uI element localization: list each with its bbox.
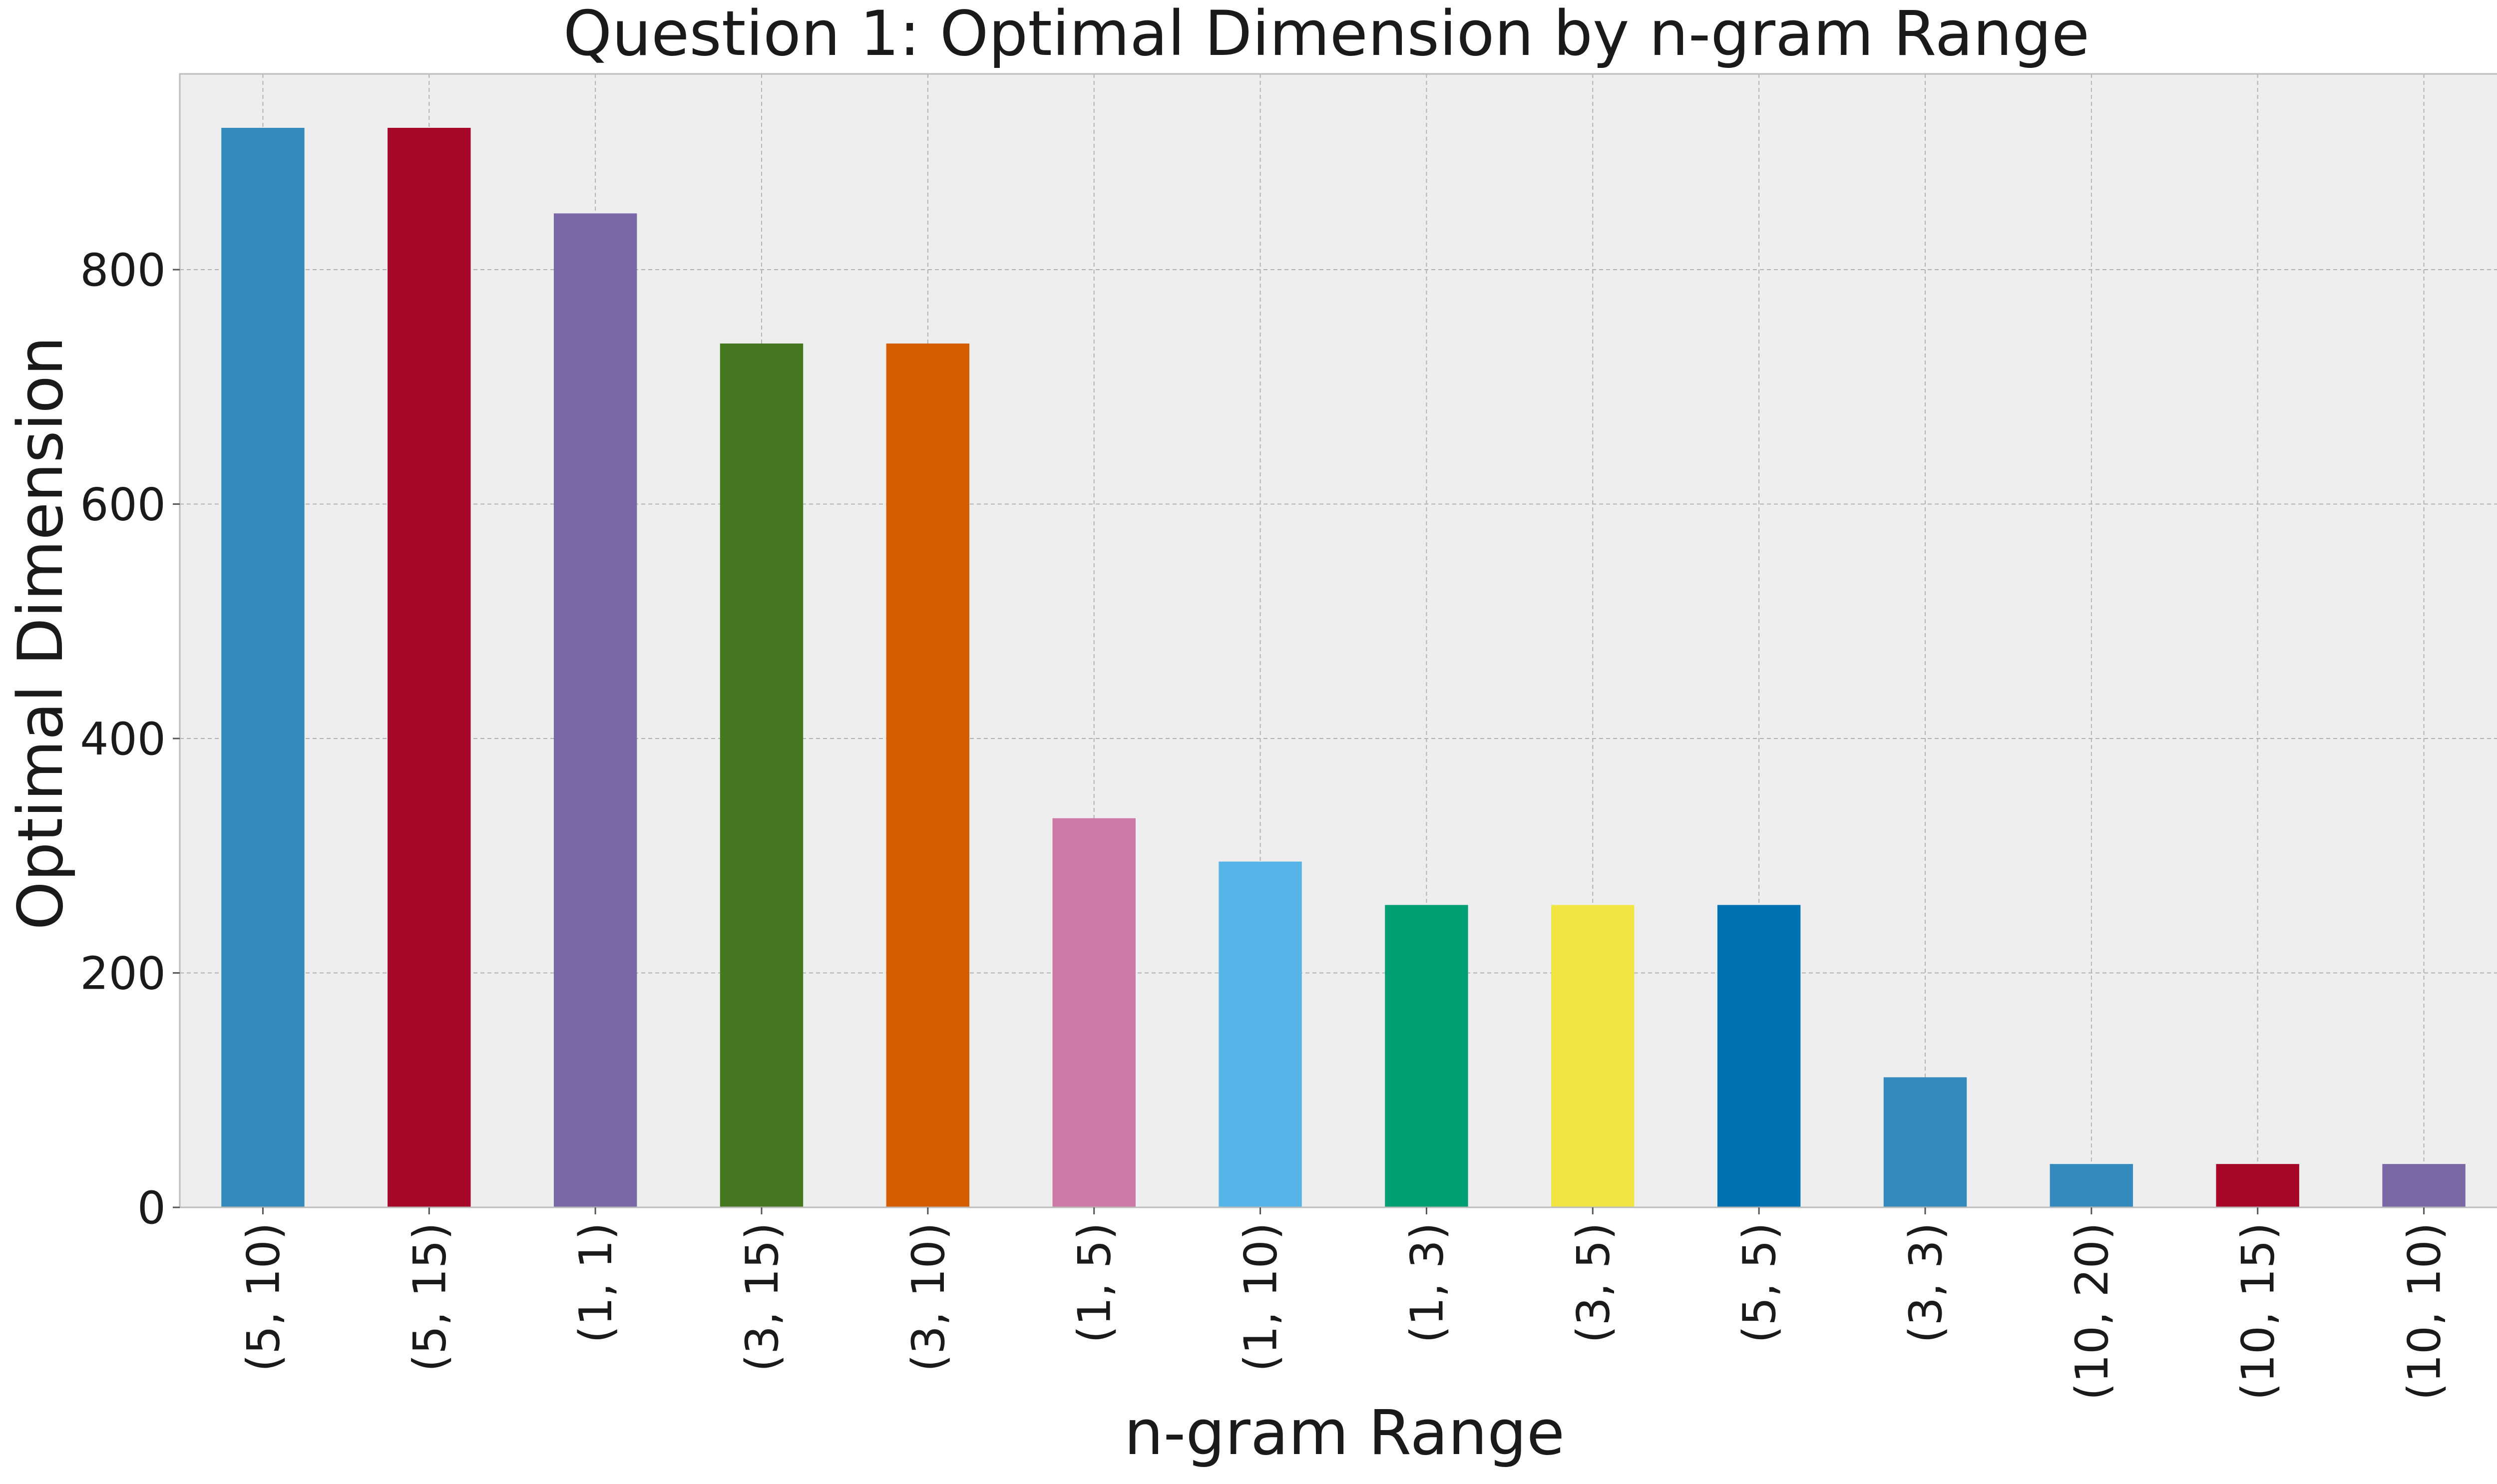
x-tick-label: (10, 10) <box>2399 1222 2451 1400</box>
y-tick-label: 200 <box>80 948 166 1000</box>
x-tick-label: (3, 15) <box>736 1222 789 1372</box>
y-axis-label: Optimal Dimension <box>5 336 77 930</box>
plot-frame <box>179 73 2497 1208</box>
y-tick-label: 400 <box>80 713 166 765</box>
bar <box>1219 861 1302 1207</box>
bar <box>2216 1164 2299 1207</box>
x-tick-label: (5, 15) <box>404 1222 456 1372</box>
bar <box>1883 1077 1967 1207</box>
x-tick-label: (3, 3) <box>1900 1222 1952 1343</box>
bar <box>720 343 804 1208</box>
y-tick-label: 600 <box>80 479 166 531</box>
x-axis-ticks: (5, 10) (5, 15) (1, 1) (3, 15) (3, 10) (1, 5)… <box>237 1207 2451 1400</box>
x-tick-label: (3, 5) <box>1567 1222 1620 1343</box>
x-tick-label: (5, 5) <box>1733 1222 1786 1343</box>
x-tick-label: (5, 10) <box>237 1222 290 1372</box>
x-tick-label: (3, 10) <box>902 1222 955 1372</box>
x-tick-label: (1, 5) <box>1069 1222 1121 1343</box>
bar <box>221 127 305 1208</box>
x-tick-label: (1, 3) <box>1401 1222 1453 1343</box>
x-tick-label: (10, 20) <box>2066 1222 2118 1400</box>
chart-title: Question 1: Optimal Dimension by n-gram … <box>563 0 2089 70</box>
bar <box>1052 818 1136 1207</box>
bar <box>388 127 471 1208</box>
bar <box>886 343 970 1208</box>
y-tick-label: 0 <box>137 1182 166 1234</box>
bar <box>1385 905 1468 1207</box>
bars <box>221 127 2466 1208</box>
bar <box>2050 1164 2133 1207</box>
x-tick-label: (10, 15) <box>2232 1222 2285 1400</box>
plot-area <box>180 74 2497 1207</box>
bar <box>2382 1164 2466 1207</box>
y-tick-label: 800 <box>80 244 166 297</box>
y-axis-ticks: 0 200 400 600 800 <box>80 244 180 1234</box>
bar <box>553 213 637 1207</box>
bar <box>1717 905 1801 1207</box>
x-axis-label: n-gram Range <box>1124 1397 1565 1469</box>
x-tick-label: (1, 1) <box>570 1222 622 1343</box>
x-tick-label: (1, 10) <box>1235 1222 1287 1372</box>
bar <box>1551 905 1635 1207</box>
